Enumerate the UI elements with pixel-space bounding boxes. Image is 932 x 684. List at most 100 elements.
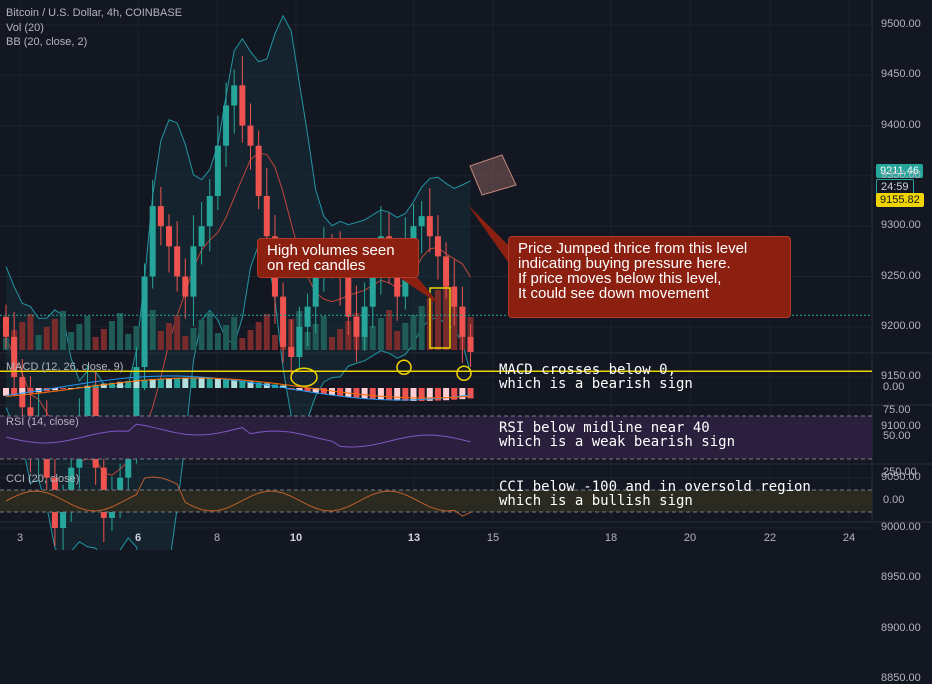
- macd-histogram-bar: [190, 378, 197, 388]
- volume-bar: [51, 319, 58, 350]
- volume-bar: [320, 316, 327, 350]
- candle-body: [60, 507, 67, 528]
- candle-body: [434, 236, 441, 257]
- macd-histogram-bar: [394, 388, 401, 401]
- volume-bar: [174, 315, 181, 350]
- macd-histogram-bar: [467, 388, 474, 399]
- chart-symbol-title: Bitcoin / U.S. Dollar, 4h, COINBASE: [6, 7, 183, 19]
- macd-histogram-bar: [206, 378, 213, 388]
- volume-bar: [206, 312, 213, 350]
- volume-bar: [182, 336, 189, 350]
- price-axis-label: 9350.00: [881, 168, 921, 181]
- volume-bar: [117, 313, 124, 350]
- macd-histogram-bar: [418, 388, 425, 401]
- volume-bar: [410, 315, 417, 350]
- bollinger-indicator-label[interactable]: BB (20, close, 2): [6, 36, 88, 48]
- chart-canvas[interactable]: [0, 0, 932, 550]
- time-axis-label: 22: [763, 532, 777, 544]
- macd-histogram-bar: [182, 378, 189, 388]
- rsi-line: [5, 423, 471, 448]
- candle-body: [263, 196, 270, 237]
- volume-bar: [190, 328, 197, 350]
- macd-histogram-bar: [386, 388, 393, 401]
- candle-body: [345, 276, 352, 317]
- volume-bar: [35, 335, 42, 350]
- price-axis-label: 9300.00: [881, 219, 921, 232]
- macd-histogram-bar: [60, 388, 67, 390]
- volume-bar: [402, 323, 409, 350]
- macd-histogram-bar: [312, 388, 319, 393]
- rsi-panel-title[interactable]: RSI (14, close): [6, 416, 79, 428]
- price-axis-label: 9200.00: [881, 319, 921, 332]
- volume-bar: [125, 334, 132, 350]
- volume-bar: [92, 337, 99, 350]
- bollinger-lower-band: [5, 244, 472, 550]
- volume-bar: [329, 337, 335, 350]
- support-touch-marker: [396, 359, 412, 375]
- price-axis-label: 9500.00: [881, 18, 921, 30]
- macd-histogram-bar: [198, 378, 205, 388]
- candle-body: [312, 276, 319, 307]
- volume-bar: [166, 323, 172, 350]
- support-touch-marker: [290, 367, 318, 387]
- macd-histogram-bar: [443, 388, 450, 401]
- macd-histogram-bar: [247, 381, 254, 388]
- bollinger-upper-band: [5, 14, 471, 389]
- volume-indicator-label[interactable]: Vol (20): [6, 22, 44, 34]
- volume-bar: [198, 320, 205, 350]
- volume-bar: [223, 325, 230, 350]
- candle-body: [182, 276, 189, 297]
- volume-bar: [312, 324, 319, 350]
- macd-histogram-bar: [296, 388, 303, 391]
- candle-body: [410, 226, 417, 247]
- volume-bar: [451, 303, 458, 350]
- candle-body: [141, 276, 148, 368]
- time-axis-label: 8: [213, 532, 221, 544]
- volume-bar: [100, 329, 107, 350]
- candle-body: [174, 246, 181, 277]
- candle-body: [296, 326, 303, 357]
- time-axis-label: 3: [16, 532, 24, 544]
- volume-bar: [108, 321, 115, 350]
- candle-body: [247, 125, 254, 146]
- candle-body: [68, 467, 75, 508]
- volume-bar: [76, 324, 83, 350]
- time-axis-label: 20: [683, 532, 697, 544]
- price-axis-label: 9000.00: [881, 521, 921, 533]
- candle-body: [214, 145, 221, 197]
- volume-bar: [60, 311, 67, 350]
- candle-body: [394, 266, 401, 297]
- volume-bar: [418, 306, 425, 350]
- macd-histogram-bar: [133, 380, 140, 388]
- volume-bar: [377, 318, 384, 350]
- macd-histogram-bar: [410, 388, 417, 401]
- candle-body: [198, 226, 205, 247]
- candle-body: [467, 336, 474, 352]
- macd-histogram-bar: [76, 386, 83, 388]
- price-axis-label: 9100.00: [881, 420, 921, 433]
- candle-body: [369, 266, 376, 307]
- candle-body: [223, 105, 230, 146]
- volume-bar: [271, 335, 278, 350]
- cci-panel-title[interactable]: CCI (20, close): [6, 473, 80, 485]
- macd-histogram-bar: [68, 388, 75, 389]
- macd-histogram-bar: [117, 381, 124, 388]
- volume-bar: [386, 310, 393, 350]
- candle-body: [157, 206, 164, 227]
- candle-body: [288, 346, 295, 357]
- macd-histogram-bar: [108, 382, 115, 388]
- macd-histogram-bar: [11, 388, 18, 396]
- macd-histogram-bar: [100, 383, 107, 388]
- cci-line: [5, 476, 471, 517]
- macd-panel-title[interactable]: MACD (12, 26, close, 9): [6, 361, 124, 373]
- price-axis-label: 9150.00: [881, 370, 921, 383]
- time-axis-label: 24: [842, 532, 856, 544]
- candle-body: [206, 196, 213, 227]
- support-touch-marker: [456, 365, 472, 381]
- macd-histogram-bar: [214, 378, 221, 388]
- candle-body: [418, 216, 425, 227]
- candle-body: [426, 216, 433, 237]
- macd-histogram-bar: [377, 388, 384, 400]
- bollinger-basis-line: [5, 152, 471, 476]
- candle-body: [125, 447, 132, 478]
